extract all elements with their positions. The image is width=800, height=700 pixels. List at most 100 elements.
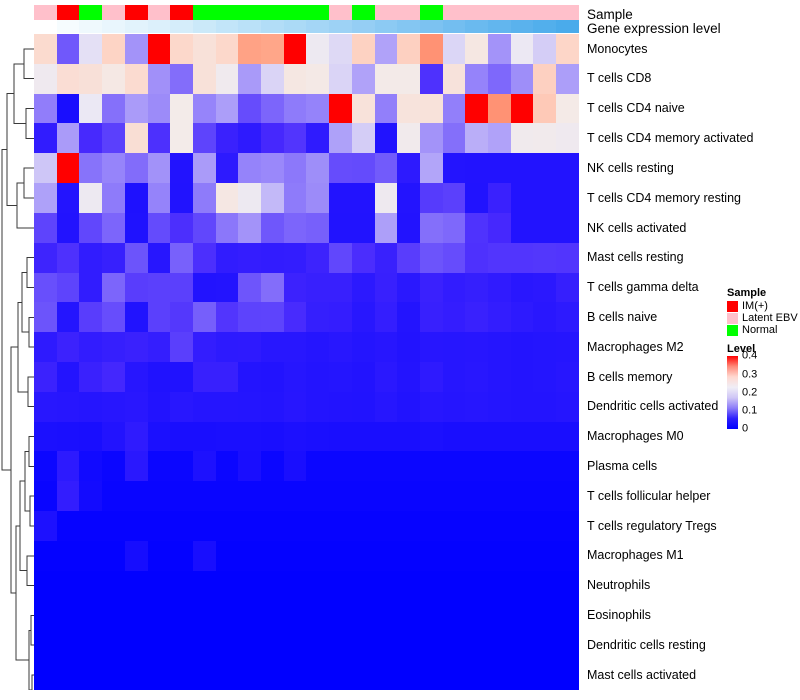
- heatmap-cell: [102, 242, 125, 273]
- heatmap-cell: [488, 242, 511, 273]
- heatmap-cell: [306, 242, 330, 273]
- heatmap-cell: [124, 660, 148, 690]
- heatmap-cell: [556, 93, 579, 124]
- heatmap-cell: [351, 391, 375, 422]
- heatmap-cell: [238, 570, 262, 601]
- heatmap-cell: [488, 34, 511, 64]
- heatmap-cell: [147, 660, 171, 690]
- heatmap-cell: [419, 660, 443, 690]
- sample-annotation-cell: [215, 5, 239, 20]
- heatmap-cell: [374, 660, 398, 690]
- level-legend-title: Level: [727, 342, 756, 355]
- heatmap-cell: [56, 511, 80, 541]
- heatmap-cell: [488, 540, 511, 571]
- heatmap-row: [34, 570, 579, 601]
- heatmap-cell: [419, 511, 443, 541]
- heatmap-cell: [124, 391, 148, 422]
- row-label: Monocytes: [587, 41, 648, 56]
- heatmap-cell: [170, 391, 193, 422]
- row-label: NK cells activated: [587, 220, 687, 235]
- heatmap-cell: [442, 451, 466, 482]
- heatmap-cell: [465, 34, 489, 64]
- heatmap-cell: [124, 93, 148, 124]
- heatmap-cell: [556, 123, 579, 154]
- heatmap-cell: [465, 242, 489, 273]
- sample-legend-title: Sample: [727, 287, 767, 299]
- heatmap-cell: [306, 361, 330, 392]
- heatmap-cell: [192, 660, 216, 690]
- heatmap-cell: [283, 540, 307, 571]
- heatmap-cell: [351, 272, 375, 303]
- heatmap-cell: [170, 153, 193, 184]
- heatmap-cell: [124, 481, 148, 511]
- heatmap-cell: [419, 63, 443, 94]
- heatmap-cell: [556, 63, 579, 94]
- heatmap-cell: [488, 660, 511, 690]
- legend-swatch: [727, 301, 738, 313]
- heatmap-cell: [261, 630, 284, 661]
- gene-expression-annotation-cell: [397, 20, 420, 33]
- gene-expression-annotation-cell: [351, 20, 375, 33]
- heatmap-row: [34, 302, 579, 333]
- heatmap-row: [34, 332, 579, 362]
- heatmap-cell: [442, 391, 466, 422]
- heatmap-cell: [465, 302, 489, 333]
- heatmap-cell: [147, 511, 171, 541]
- heatmap-cell: [238, 361, 262, 392]
- gene-expression-annotation-cell: [488, 20, 511, 33]
- heatmap-cell: [34, 570, 57, 601]
- sample-annotation-cell: [374, 5, 398, 20]
- heatmap-cell: [147, 570, 171, 601]
- heatmap-cell: [170, 302, 193, 333]
- heatmap-cell: [283, 451, 307, 482]
- heatmap-cell: [374, 361, 398, 392]
- heatmap-cell: [192, 540, 216, 571]
- heatmap-cell: [397, 660, 420, 690]
- heatmap-cell: [556, 183, 579, 213]
- heatmap-cell: [261, 361, 284, 392]
- heatmap-cell: [533, 421, 557, 452]
- heatmap-cell: [397, 391, 420, 422]
- heatmap-cell: [124, 361, 148, 392]
- row-label: T cells CD8: [587, 71, 652, 86]
- heatmap-cell: [419, 302, 443, 333]
- heatmap-cell: [465, 93, 489, 124]
- heatmap-cell: [397, 540, 420, 571]
- level-tick-label: 0.3: [742, 368, 758, 381]
- level-tick-label: 0: [742, 422, 749, 435]
- gene-expression-annotation-cell: [556, 20, 579, 33]
- sample-legend-item: Latent EBV: [727, 313, 800, 325]
- heatmap-cell: [192, 630, 216, 661]
- heatmap-cell: [306, 451, 330, 482]
- heatmap-cell: [102, 183, 125, 213]
- heatmap-cell: [374, 242, 398, 273]
- heatmap-cell: [533, 183, 557, 213]
- legend-label: Latent EBV: [742, 312, 798, 325]
- heatmap-cell: [533, 540, 557, 571]
- heatmap-cell: [261, 153, 284, 184]
- heatmap-cell: [261, 302, 284, 333]
- heatmap-cell: [488, 93, 511, 124]
- heatmap-cell: [419, 391, 443, 422]
- heatmap-cell: [34, 361, 57, 392]
- heatmap-cell: [306, 570, 330, 601]
- heatmap-cell: [215, 600, 239, 631]
- heatmap-cell: [283, 242, 307, 273]
- heatmap-cell: [533, 332, 557, 362]
- heatmap-cell: [147, 421, 171, 452]
- heatmap-cell: [79, 183, 103, 213]
- gene-expression-annotation-cell: [374, 20, 398, 33]
- row-label: T cells gamma delta: [587, 280, 699, 295]
- sample-annotation-cell: [102, 5, 125, 20]
- heatmap-cell: [170, 332, 193, 362]
- row-label: NK cells resting: [587, 160, 674, 175]
- heatmap-cell: [102, 123, 125, 154]
- heatmap-cell: [215, 660, 239, 690]
- heatmap-cell: [215, 361, 239, 392]
- heatmap-cell: [351, 183, 375, 213]
- heatmap-row: [34, 540, 579, 571]
- row-label: Macrophages M2: [587, 339, 684, 354]
- heatmap-cell: [215, 63, 239, 94]
- heatmap-cell: [238, 511, 262, 541]
